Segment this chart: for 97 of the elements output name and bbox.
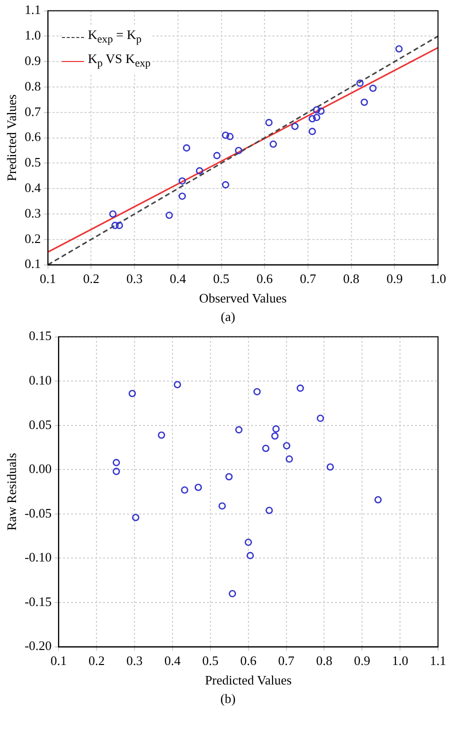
point [116, 222, 124, 230]
x-tick-label: 0.5 [202, 653, 219, 668]
point [286, 455, 293, 463]
point [112, 468, 120, 476]
y-axis-title: Raw Residuals [4, 452, 20, 531]
point [271, 432, 279, 440]
text: (a) [220, 308, 236, 326]
point [132, 514, 140, 522]
point [213, 152, 221, 160]
point [272, 425, 280, 433]
point [316, 414, 324, 422]
x-tick-label: 0.6 [256, 271, 274, 286]
point [266, 506, 273, 514]
point [326, 463, 334, 471]
x-tick-label: 1.0 [430, 271, 446, 286]
point [283, 442, 290, 450]
legend-label: K$_{exp}$ = K$_{p}$ [88, 26, 142, 48]
y-tick-label: 0.4 [24, 180, 42, 196]
point [194, 484, 202, 492]
y-tick-label: 0.8 [24, 78, 41, 94]
x-tick-label: 0.8 [343, 271, 360, 286]
y-tick-label: 0.5 [24, 154, 41, 170]
point [174, 380, 182, 388]
x-tick-label: 0.2 [83, 271, 100, 286]
legend-label: K$_{p}$ VS K$_{exp}$ [88, 50, 151, 72]
point [178, 192, 186, 200]
point [291, 122, 299, 130]
point [166, 212, 173, 219]
point [235, 426, 243, 434]
point [395, 45, 403, 53]
point [270, 140, 277, 148]
y-tick-label: 0.10 [28, 372, 52, 388]
point [128, 390, 136, 398]
point [360, 98, 368, 106]
x-tick-label: 0.9 [354, 653, 370, 668]
y-axis-title: Predicted Values [4, 94, 20, 182]
x-tick-label: 0.1 [50, 653, 67, 668]
point [296, 384, 304, 392]
point [312, 106, 320, 114]
point [111, 222, 119, 230]
x-axis-title: Predicted Values [204, 672, 292, 688]
y-tick-label: 0.3 [24, 205, 41, 220]
x-tick-label: 0.5 [213, 271, 230, 286]
x-tick-label: 0.6 [240, 653, 257, 668]
point [218, 502, 226, 510]
y-tick-label: -0.05 [24, 505, 52, 520]
x-tick-label: 0.3 [126, 653, 143, 668]
text: (b) [219, 690, 237, 708]
point [222, 181, 230, 188]
y-tick-label: -0.15 [24, 594, 52, 609]
point [112, 458, 120, 466]
y-tick-label: 1.0 [24, 28, 41, 43]
x-tick-label: 0.4 [170, 271, 187, 286]
point [246, 552, 254, 560]
y-tick-label: 1.1 [24, 2, 41, 18]
point [312, 114, 320, 122]
y-tick-label: 0.6 [24, 129, 42, 144]
y-tick-label: 0.2 [24, 230, 41, 246]
x-tick-label: 0.3 [126, 271, 143, 286]
x-tick-label: 0.2 [88, 653, 105, 668]
point [374, 496, 382, 504]
y-tick-label: 0.00 [28, 461, 52, 476]
point [356, 80, 364, 87]
x-tick-label: 1.1 [430, 653, 446, 668]
point [308, 115, 316, 122]
x-tick-label: 0.7 [300, 271, 317, 286]
point [196, 167, 204, 174]
point [308, 128, 316, 136]
x-tick-label: 0.7 [278, 653, 295, 668]
point [262, 444, 270, 452]
point [226, 132, 234, 140]
y-tick-label: 0.05 [28, 416, 52, 432]
point [178, 177, 186, 185]
point [244, 538, 252, 546]
x-tick-label: 0.4 [164, 653, 182, 668]
x-tick-label: 1.0 [392, 653, 408, 668]
point [158, 431, 166, 439]
point [369, 84, 377, 92]
point [225, 473, 233, 480]
y-tick-label: 0.9 [24, 53, 41, 68]
x-axis-title: Observed Values [199, 290, 287, 306]
y-tick-label: 0.15 [28, 328, 52, 344]
point [265, 118, 273, 126]
point [180, 486, 188, 494]
point [222, 132, 230, 139]
x-tick-label: 0.8 [316, 653, 332, 668]
y-tick-label: 0.1 [24, 256, 41, 272]
point [228, 590, 236, 598]
point [182, 144, 190, 152]
y-tick-label: 0.7 [24, 104, 42, 119]
point [317, 107, 325, 115]
x-tick-label: 0.9 [386, 271, 403, 286]
y-tick-label: -0.10 [24, 550, 52, 565]
point [109, 210, 117, 218]
y-tick-label: -0.20 [24, 638, 52, 654]
point [253, 388, 261, 396]
point [234, 146, 242, 154]
